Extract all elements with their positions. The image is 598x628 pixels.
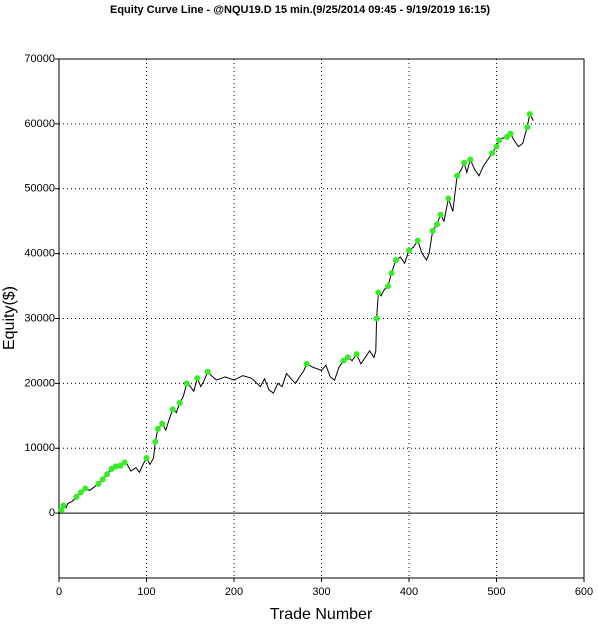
new-high-marker — [489, 150, 496, 157]
x-tick-label: 300 — [312, 586, 330, 598]
y-tick-label: 40000 — [24, 248, 55, 260]
new-high-marker — [373, 315, 380, 322]
new-high-marker — [176, 399, 183, 406]
new-high-marker — [429, 227, 436, 234]
new-high-marker — [524, 124, 531, 131]
new-high-marker — [95, 480, 102, 487]
x-tick-label: 600 — [575, 586, 593, 598]
x-tick-label: 200 — [225, 586, 243, 598]
equity-line — [58, 112, 534, 514]
new-high-marker — [434, 221, 440, 228]
new-high-marker — [99, 476, 106, 483]
new-high-marker — [467, 156, 474, 163]
y-tick-label: 10000 — [24, 442, 55, 454]
new-high-marker — [143, 454, 150, 461]
new-high-marker — [353, 351, 360, 358]
new-high-marker — [58, 506, 65, 513]
new-high-marker — [388, 270, 395, 277]
new-high-marker — [169, 406, 176, 413]
new-high-marker — [406, 247, 412, 254]
new-high-marker — [73, 493, 80, 500]
new-high-marker — [375, 289, 382, 296]
y-tick-label: 20000 — [24, 377, 55, 389]
new-high-marker — [461, 159, 468, 166]
new-high-marker — [340, 357, 347, 364]
new-high-marker — [194, 375, 201, 382]
x-tick-label: 100 — [137, 586, 155, 598]
y-tick-label: 0 — [49, 507, 55, 519]
x-tick-label: 400 — [400, 586, 418, 598]
x-axis-title: Trade Number — [270, 606, 373, 623]
y-tick-label: 30000 — [24, 312, 55, 324]
new-high-marker — [385, 283, 391, 290]
new-high-marker — [154, 425, 161, 432]
new-high-marker — [493, 143, 500, 150]
new-high-marker — [159, 420, 166, 427]
new-high-marker — [344, 354, 351, 361]
new-high-marker — [204, 368, 211, 375]
x-tick-label: 0 — [56, 586, 62, 598]
new-high-marker — [496, 137, 503, 144]
new-high-marker — [104, 471, 111, 478]
y-tick-label: 60000 — [24, 118, 55, 130]
x-tick-label: 500 — [487, 586, 505, 598]
new-high-marker — [526, 111, 533, 118]
new-high-marker — [392, 257, 399, 264]
chart-title: Equity Curve Line - @NQU19.D 15 min.(9/2… — [110, 4, 490, 16]
y-axis-title: Equity($) — [1, 286, 18, 350]
new-high-marker — [454, 172, 461, 179]
new-high-marker — [77, 489, 84, 496]
new-high-marker — [507, 130, 514, 137]
new-high-marker — [121, 459, 128, 466]
new-high-marker — [445, 195, 452, 202]
new-high-marker — [183, 380, 190, 387]
new-high-marker — [117, 462, 124, 469]
new-high-marker — [60, 502, 67, 509]
new-high-marker — [152, 438, 159, 445]
new-high-marker — [414, 237, 421, 244]
new-high-marker — [437, 211, 444, 218]
new-high-marker — [303, 360, 310, 367]
new-high-marker — [108, 466, 115, 473]
new-high-marker — [82, 485, 89, 492]
y-tick-label: 50000 — [24, 183, 55, 195]
y-tick-label: 70000 — [24, 53, 55, 65]
